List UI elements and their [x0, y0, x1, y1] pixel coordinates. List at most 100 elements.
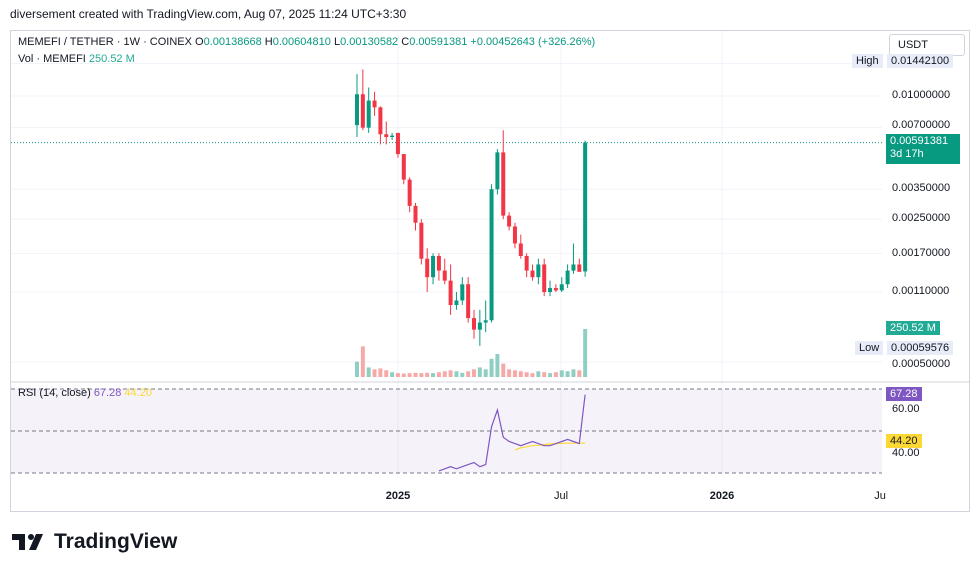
low-label: L: [333, 36, 341, 48]
candle-body: [507, 215, 512, 227]
candle-body: [489, 189, 494, 321]
candle-body: [390, 135, 395, 138]
candle-body: [378, 107, 383, 135]
volume-bar: [512, 370, 517, 377]
candle-body: [436, 255, 441, 271]
candle-body: [425, 258, 430, 278]
x-tick-2025: 2025: [385, 490, 411, 502]
volume-bar: [378, 368, 383, 377]
volume-bar: [495, 354, 500, 377]
candle-body: [530, 270, 535, 278]
change-value: +0.00452643 (+326.26%): [470, 36, 596, 48]
candle-body: [448, 280, 453, 306]
candle-body: [512, 226, 517, 244]
candle-body: [431, 255, 436, 278]
candle-body: [559, 284, 564, 291]
volume-bar: [366, 367, 371, 377]
candle-body: [524, 255, 529, 271]
candle-body: [472, 318, 476, 330]
volume-bar: [454, 371, 459, 377]
open-value: 0.00138668: [203, 36, 262, 48]
candle-body: [483, 320, 488, 323]
volume-bar: [483, 369, 488, 377]
rsi-label[interactable]: RSI (14, close): [18, 387, 91, 399]
volume-bar: [477, 367, 482, 377]
volume-bar: [419, 373, 424, 377]
volume-bar: [536, 371, 541, 377]
candle-body: [565, 270, 570, 285]
candle-body: [407, 179, 412, 206]
volume-bar: [548, 373, 553, 377]
rsi-ma-value: 44.20: [124, 387, 152, 399]
candle-body: [495, 152, 500, 190]
volume-bar: [407, 373, 412, 377]
volume-bar: [384, 370, 389, 377]
candle-body: [442, 270, 447, 281]
volume-bar: [583, 329, 588, 377]
symbol-title[interactable]: MEMEFI / TETHER · 1W · COINEX: [18, 36, 192, 48]
high-value: 0.00604810: [272, 36, 331, 48]
volume-bar: [395, 373, 400, 377]
volume-bar: [448, 370, 453, 377]
low-value: 0.00130582: [340, 36, 399, 48]
candle-body: [384, 134, 389, 138]
candle-body: [542, 264, 547, 292]
open-label: O: [195, 36, 204, 48]
candle-body: [395, 132, 400, 155]
volume-bar: [559, 370, 564, 377]
candle-body: [548, 288, 553, 292]
volume-bar: [413, 372, 418, 377]
tradingview-logo-icon: [12, 534, 43, 550]
low-tag-label: Low: [855, 341, 884, 355]
close-label: C: [401, 36, 410, 48]
rsi-level-60: 60.00: [892, 403, 920, 415]
candle-body: [571, 264, 576, 271]
candle-body: [460, 284, 465, 301]
volume-bar: [355, 361, 359, 377]
candle-body: [553, 288, 558, 291]
last-price: 0.00591381: [890, 135, 949, 147]
candle-body: [501, 152, 506, 216]
candle-body: [419, 222, 424, 259]
candle-body: [360, 94, 365, 128]
x-tick-jul: Jul: [553, 490, 569, 502]
volume-bar: [390, 372, 395, 377]
chart-frame[interactable]: [10, 30, 970, 512]
volume-bar: [524, 372, 529, 377]
volume-label[interactable]: Vol · MEMEFI: [18, 53, 86, 65]
candle-body: [454, 300, 459, 306]
volume-bar: [472, 369, 476, 377]
candle-body: [583, 142, 588, 272]
volume-bar: [436, 372, 441, 377]
y-tick-label: 0.00350000: [892, 182, 951, 194]
rsi-value: 67.28: [93, 387, 122, 399]
rsi-line: [438, 394, 586, 472]
y-tick-label: 0.00170000: [892, 247, 951, 259]
volume-bar: [425, 372, 430, 377]
rsi-level-40: 40.00: [892, 447, 920, 459]
currency-button[interactable]: USDT: [889, 34, 965, 56]
candle-body: [366, 100, 371, 128]
candle-body: [518, 243, 523, 256]
volume-bar: [553, 372, 558, 377]
volume-bar: [577, 370, 582, 377]
candle-body: [372, 100, 377, 108]
volume-bar: [460, 372, 465, 377]
volume-bar: [501, 363, 506, 377]
volume-bar: [507, 369, 512, 377]
rsi-ma-line: [514, 442, 586, 451]
candle-body: [477, 322, 482, 330]
tradingview-logo[interactable]: TradingView: [12, 530, 177, 554]
volume-tag: 250.52 M: [886, 321, 940, 335]
volume-bar: [360, 346, 365, 377]
volume-bar: [401, 373, 406, 377]
volume-bar: [431, 373, 436, 377]
candle-body: [577, 264, 582, 272]
volume-bar: [442, 371, 447, 377]
volume-bar: [530, 373, 535, 377]
last-price-tag: 0.00591381 3d 17h: [886, 134, 960, 164]
close-value: 0.00591381: [409, 36, 468, 48]
high-label: H: [264, 36, 273, 48]
y-tick-label: 0.00700000: [892, 119, 951, 131]
